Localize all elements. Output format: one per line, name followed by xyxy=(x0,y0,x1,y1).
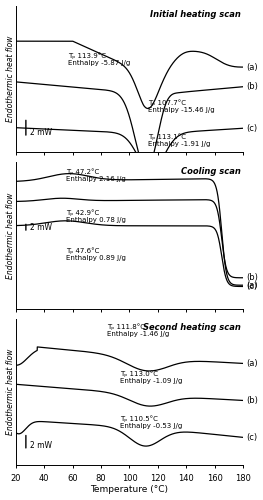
Text: (b): (b) xyxy=(246,396,258,405)
Text: Tₚ 47.6°C
Enthalpy 0.89 J/g: Tₚ 47.6°C Enthalpy 0.89 J/g xyxy=(66,247,126,261)
Y-axis label: Endothermic heat flow: Endothermic heat flow xyxy=(6,349,14,436)
Text: Second heating scan: Second heating scan xyxy=(143,324,241,332)
Text: 2 mW: 2 mW xyxy=(30,440,52,450)
Text: 2 mW: 2 mW xyxy=(30,223,52,232)
Text: Tₚ 113.0°C
Enthalpy -1.09 J/g: Tₚ 113.0°C Enthalpy -1.09 J/g xyxy=(120,370,183,384)
Text: Tₚ 107.7°C
Enthalpy -15.46 J/g: Tₚ 107.7°C Enthalpy -15.46 J/g xyxy=(148,99,214,113)
Text: (c): (c) xyxy=(246,433,257,442)
Text: (b): (b) xyxy=(246,82,258,91)
Text: Tₚ 113.1°C
Enthalpy -1.91 J/g: Tₚ 113.1°C Enthalpy -1.91 J/g xyxy=(148,133,210,146)
Text: (a): (a) xyxy=(246,359,257,368)
Text: (a): (a) xyxy=(246,62,257,72)
X-axis label: Temperature (°C): Temperature (°C) xyxy=(90,486,169,494)
Text: (b): (b) xyxy=(246,274,258,282)
Text: Tₚ 42.9°C
Enthalpy 0.78 J/g: Tₚ 42.9°C Enthalpy 0.78 J/g xyxy=(66,209,126,223)
Text: 2 mW: 2 mW xyxy=(30,128,52,136)
Y-axis label: Endothermic heat flow: Endothermic heat flow xyxy=(6,36,14,122)
Text: Tₚ 113.9°C
Enthalpy -5.87 J/g: Tₚ 113.9°C Enthalpy -5.87 J/g xyxy=(68,52,130,66)
Text: Tₚ 111.8°C
Enthalpy -1.46 J/g: Tₚ 111.8°C Enthalpy -1.46 J/g xyxy=(107,324,169,337)
Y-axis label: Endothermic heat flow: Endothermic heat flow xyxy=(6,192,14,278)
Text: (c): (c) xyxy=(246,282,257,291)
Text: Initial heating scan: Initial heating scan xyxy=(150,10,241,19)
Text: Tₚ 47.2°C
Enthalpy 2.16 J/g: Tₚ 47.2°C Enthalpy 2.16 J/g xyxy=(66,168,126,182)
Text: (a): (a) xyxy=(246,280,257,289)
Text: Cooling scan: Cooling scan xyxy=(181,166,241,175)
Text: Tₚ 110.5°C
Enthalpy -0.53 J/g: Tₚ 110.5°C Enthalpy -0.53 J/g xyxy=(120,416,183,430)
Text: (c): (c) xyxy=(246,124,257,133)
